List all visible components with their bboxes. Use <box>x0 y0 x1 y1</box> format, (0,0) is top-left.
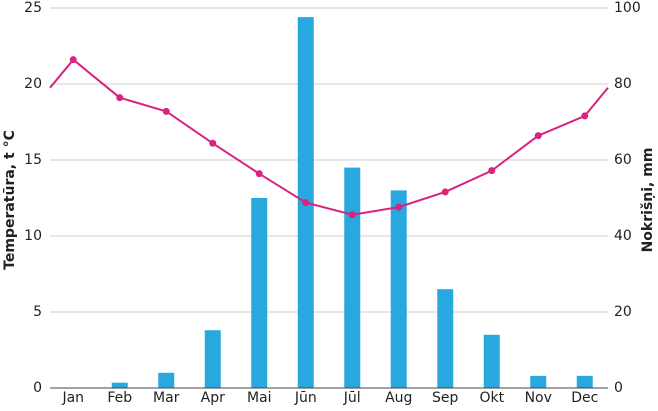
y-axis-title: Temperatūra, t °C <box>2 130 18 270</box>
x-tick-label: Nov <box>525 390 552 406</box>
y-tick-label: 15 <box>24 152 42 168</box>
line <box>72 58 586 216</box>
bar <box>344 167 361 388</box>
bar <box>251 198 268 388</box>
point <box>581 112 589 120</box>
y2-tick-label: 80 <box>614 76 632 92</box>
x-tick-label: Feb <box>107 390 132 406</box>
point <box>209 139 217 147</box>
point <box>255 170 263 178</box>
y2-tick-label: 20 <box>614 304 632 320</box>
bar <box>483 334 500 388</box>
point <box>441 188 449 196</box>
y2-tick-label: 100 <box>614 0 641 16</box>
bar <box>158 372 175 388</box>
y2-tick-label: 0 <box>614 380 623 396</box>
y-tick-label: 10 <box>24 228 42 244</box>
point <box>162 107 170 115</box>
x-tick-label: Apr <box>201 390 225 406</box>
x-tick-label: Okt <box>479 390 504 406</box>
y-tick-label: 0 <box>33 380 42 396</box>
bar <box>576 375 593 388</box>
line-wrap <box>49 59 609 117</box>
x-tick-label: Jūl <box>343 390 361 406</box>
y-tick-label: 20 <box>24 76 42 92</box>
bar <box>530 375 547 388</box>
y-tick-label: 5 <box>33 304 42 320</box>
y2-axis-title: Nokrišņi, mm <box>640 148 656 253</box>
point <box>534 132 542 140</box>
bar <box>111 382 128 388</box>
bar <box>437 289 454 388</box>
point <box>348 211 356 219</box>
x-tick-label: Jūn <box>294 390 317 406</box>
x-tick-label: Sep <box>432 390 459 406</box>
y2-tick-label: 60 <box>614 152 632 168</box>
point <box>69 56 77 64</box>
bar <box>390 190 407 388</box>
point <box>395 203 403 211</box>
y-tick-label: 25 <box>24 0 42 16</box>
x-tick-label: Aug <box>385 390 412 406</box>
x-tick-label: Jan <box>61 390 84 406</box>
point <box>488 167 496 175</box>
point <box>302 199 310 207</box>
x-tick-label: Mai <box>247 390 272 406</box>
bar <box>204 330 221 388</box>
x-tick-label: Mar <box>153 390 180 406</box>
x-tick-label: Dec <box>571 390 598 406</box>
y2-tick-label: 40 <box>614 228 632 244</box>
point <box>116 94 124 102</box>
